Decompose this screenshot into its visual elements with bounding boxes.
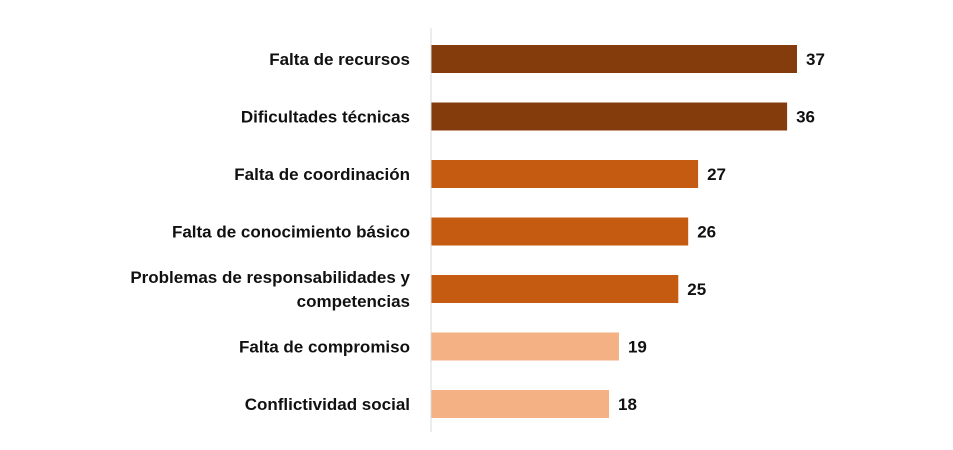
- category-label-line: Dificultades técnicas: [241, 108, 410, 127]
- bar: [431, 332, 619, 361]
- category-label: Problemas de responsabilidades y competen…: [130, 268, 410, 311]
- bar: [431, 160, 699, 188]
- value-label: 37: [806, 50, 825, 69]
- value-labels-group: 37 36 27 26 25 19 18: [618, 50, 825, 414]
- bar: [431, 275, 679, 303]
- category-label-line: Falta de compromiso: [239, 338, 410, 357]
- value-label: 19: [628, 338, 647, 357]
- category-labels-group: Falta de recursos Dificultades técnicas Fa…: [130, 50, 410, 414]
- category-label-line: Falta de recursos: [269, 50, 410, 69]
- category-label: Falta de conocimiento básico: [172, 223, 410, 242]
- bar: [431, 102, 788, 131]
- category-label: Conflictividad social: [245, 395, 410, 414]
- category-label-line: Problemas de responsabilidades y: [130, 268, 410, 287]
- value-label: 26: [697, 223, 716, 242]
- category-label-line: competencias: [297, 292, 410, 311]
- bars-group: [431, 45, 797, 418]
- category-label: Falta de recursos: [269, 50, 410, 69]
- category-label: Dificultades técnicas: [241, 108, 410, 127]
- value-label: 27: [707, 165, 726, 184]
- bar: [431, 45, 797, 73]
- category-label-line: Conflictividad social: [245, 395, 410, 414]
- category-label: Falta de compromiso: [239, 338, 410, 357]
- category-label: Falta de coordinación: [234, 165, 410, 184]
- value-label: 36: [796, 108, 815, 127]
- bar: [431, 390, 610, 418]
- category-label-line: Falta de coordinación: [234, 165, 410, 184]
- value-label: 18: [618, 395, 637, 414]
- category-label-line: Falta de conocimiento básico: [172, 223, 410, 242]
- bar: [431, 217, 689, 246]
- value-label: 25: [687, 280, 706, 299]
